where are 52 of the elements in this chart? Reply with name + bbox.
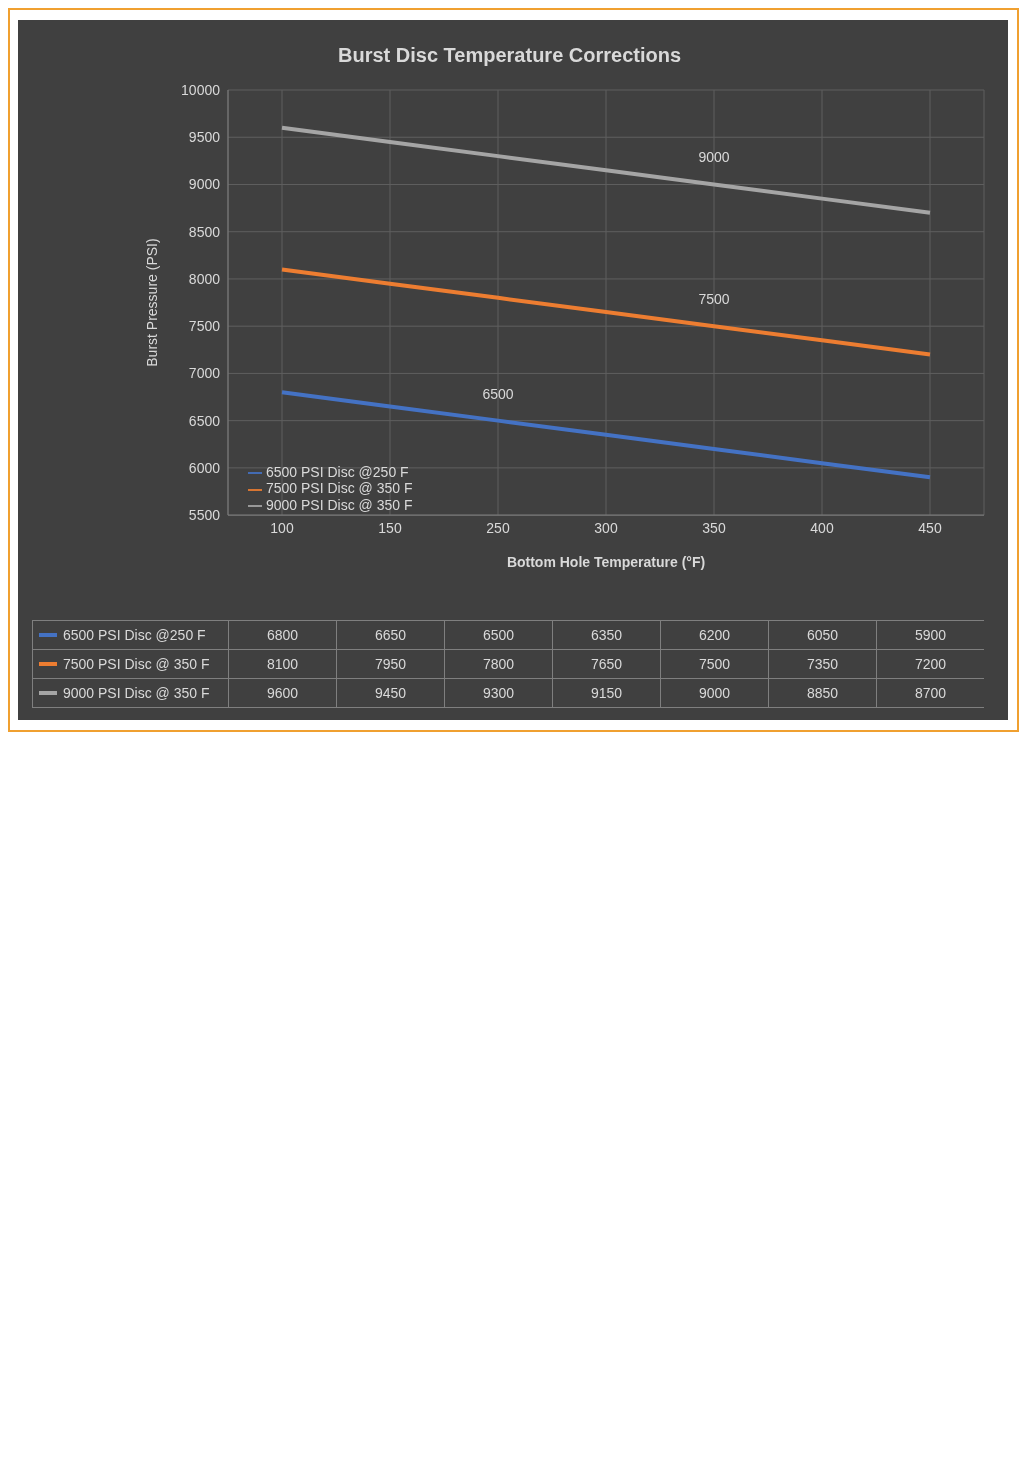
legend-label: 7500 PSI Disc @ 350 F [266, 480, 413, 497]
legend-label: 6500 PSI Disc @250 F [266, 464, 409, 480]
x-axis-title: Bottom Hole Temperature (°F) [506, 554, 706, 571]
x-tick-label: 150 [378, 520, 402, 537]
data-label: 7350 [768, 650, 876, 678]
y-tick-label: 9500 [188, 129, 221, 146]
line-series [280, 125, 932, 215]
data-label: 9600 [228, 679, 336, 707]
data-label: 8100 [228, 650, 336, 678]
data-label: 6350 [552, 621, 660, 649]
y-tick-label: 9000 [188, 176, 221, 193]
y-tick-label: 8000 [188, 270, 221, 287]
data-label: 6500 [444, 621, 552, 649]
annotation: 6500 [482, 385, 514, 402]
y-tick-label: 5500 [188, 507, 221, 524]
data-label: 7650 [552, 650, 660, 678]
y-tick-label: 10000 [181, 81, 221, 98]
data-label: 5900 [876, 621, 984, 649]
annotation: 9000 [698, 149, 730, 166]
data-label: 9450 [336, 679, 444, 707]
y-axis-title: Burst Pressure (PSI) [143, 238, 160, 367]
x-tick-label: 450 [918, 520, 942, 537]
x-tick-label: 100 [270, 520, 294, 537]
legend-label: 9000 PSI Disc @ 350 F [266, 496, 413, 513]
data-label: 8700 [876, 679, 984, 707]
y-tick-label: 8500 [188, 223, 221, 240]
data-label: 6200 [660, 621, 768, 649]
x-tick-label: 300 [594, 520, 618, 537]
data-label: 9300 [444, 679, 552, 707]
x-tick-label: 350 [702, 520, 726, 537]
data-label: 7800 [444, 650, 552, 678]
text: 7500 PSI Disc @ 350 F [63, 656, 210, 672]
y-tick-label: 7500 [188, 318, 221, 335]
data-label: 7200 [876, 650, 984, 678]
data-label: 7950 [336, 650, 444, 678]
annotation: 7500 [698, 291, 730, 308]
data-label: 7500 [660, 650, 768, 678]
x-tick-label: 400 [810, 520, 834, 537]
text: 6500 PSI Disc @250 F [63, 627, 206, 643]
line-series [280, 267, 932, 357]
x-tick-label: 250 [486, 520, 510, 537]
y-tick-label: 7000 [188, 365, 221, 382]
data-label: 9000 [660, 679, 768, 707]
data-label: 6050 [768, 621, 876, 649]
data-label: 6650 [336, 621, 444, 649]
chart-title: Burst Disc Temperature Corrections [337, 43, 683, 68]
data-label: 6800 [228, 621, 336, 649]
data-label: 8850 [768, 679, 876, 707]
y-tick-label: 6500 [188, 412, 221, 429]
data-label: 9150 [552, 679, 660, 707]
text: 9000 PSI Disc @ 350 F [63, 685, 210, 701]
y-tick-label: 6000 [188, 459, 221, 476]
